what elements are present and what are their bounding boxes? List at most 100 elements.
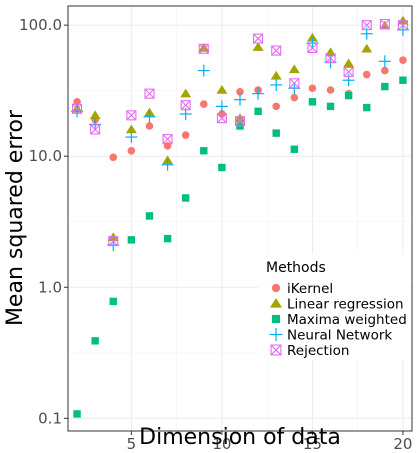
data-point: [307, 42, 318, 53]
data-point: [308, 98, 317, 106]
legend-label: Rejection: [287, 343, 349, 359]
data-point: [234, 116, 246, 127]
y-axis-ticks: 0.1 1.0 10.0 100.0: [19, 16, 68, 427]
data-point: [236, 88, 244, 96]
data-point: [270, 70, 282, 80]
data-point: [91, 337, 99, 345]
legend-label: Maxima weighted: [287, 312, 407, 328]
data-point: [343, 66, 354, 77]
legend-label: Neural Network: [287, 328, 392, 344]
data-point: [361, 43, 373, 53]
data-point: [126, 110, 137, 121]
data-point: [271, 45, 282, 56]
data-point: [145, 122, 154, 130]
data-point: [181, 131, 190, 139]
data-point: [361, 20, 372, 31]
legend-item: Rejection: [270, 343, 349, 359]
data-point: [125, 124, 137, 134]
legend-item: Neural Network: [269, 328, 392, 344]
legend-title: Methods: [266, 260, 326, 276]
data-point: [381, 82, 389, 91]
data-point: [127, 146, 136, 155]
data-point: [127, 236, 136, 244]
data-point: [72, 103, 83, 114]
data-point: [216, 85, 228, 94]
data-point: [254, 107, 262, 116]
data-point: [363, 103, 371, 112]
y-axis-title: Mean squared error: [3, 109, 28, 326]
data-point: [73, 410, 81, 418]
data-point: [343, 58, 355, 68]
data-point: [73, 98, 81, 106]
data-point: [290, 93, 299, 102]
data-point: [89, 118, 102, 131]
data-point: [290, 145, 299, 153]
data-point: [381, 66, 389, 75]
data-point: [272, 102, 281, 111]
x-tick-label: 20: [393, 435, 412, 453]
data-point: [163, 234, 172, 243]
data-point: [125, 131, 138, 144]
data-point: [270, 344, 282, 356]
data-point: [200, 147, 208, 155]
y-tick-label: 10.0: [29, 147, 62, 165]
data-point: [308, 84, 317, 93]
data-point: [399, 56, 407, 65]
data-point: [234, 113, 246, 122]
series-rejection: [72, 18, 408, 247]
data-point: [288, 64, 300, 74]
y-tick-label: 1.0: [38, 278, 62, 296]
data-point: [108, 236, 119, 247]
y-tick-label: 0.1: [38, 409, 62, 427]
data-point: [143, 110, 156, 123]
legend-label: Linear regression: [287, 297, 404, 313]
y-tick-label: 100.0: [19, 16, 62, 34]
data-point: [90, 124, 101, 135]
data-point: [379, 18, 390, 30]
x-axis-title: Dimension of data: [139, 425, 341, 450]
data-point: [362, 70, 371, 79]
x-axis-ticks: 5 10 15 20: [127, 431, 412, 453]
legend-item: Linear regression: [269, 297, 404, 313]
legend-background: [258, 254, 410, 360]
data-point: [271, 283, 281, 293]
data-point: [197, 64, 210, 77]
data-point: [218, 163, 226, 172]
data-point: [216, 113, 227, 124]
data-point: [198, 42, 210, 52]
data-point: [253, 33, 264, 44]
data-point: [326, 86, 335, 94]
data-point: [162, 134, 173, 145]
data-point: [252, 42, 264, 51]
series-maxima-weighted: [73, 76, 407, 418]
data-point: [271, 314, 281, 324]
plot-panel: [67, 5, 413, 432]
data-point: [234, 93, 246, 106]
data-point: [199, 100, 208, 108]
data-point: [180, 88, 192, 98]
x-tick-label: 10: [212, 435, 231, 453]
data-point: [144, 88, 155, 99]
x-tick-label: 15: [303, 435, 322, 453]
data-point: [181, 194, 190, 202]
data-point: [270, 78, 283, 91]
data-point: [109, 153, 118, 162]
data-point: [326, 102, 335, 111]
legend-label: iKernel: [287, 281, 333, 297]
data-point: [215, 100, 228, 113]
data-point: [89, 110, 101, 120]
data-point: [145, 212, 154, 220]
data-point: [198, 43, 209, 54]
x-tick-label: 5: [127, 435, 137, 453]
data-points: [71, 15, 409, 418]
data-point: [109, 297, 117, 306]
data-point: [161, 158, 174, 171]
legend-item: Maxima weighted: [271, 312, 407, 328]
data-point: [344, 91, 353, 100]
data-point: [269, 327, 283, 342]
data-point: [397, 20, 408, 31]
legend-item: iKernel: [271, 281, 333, 297]
